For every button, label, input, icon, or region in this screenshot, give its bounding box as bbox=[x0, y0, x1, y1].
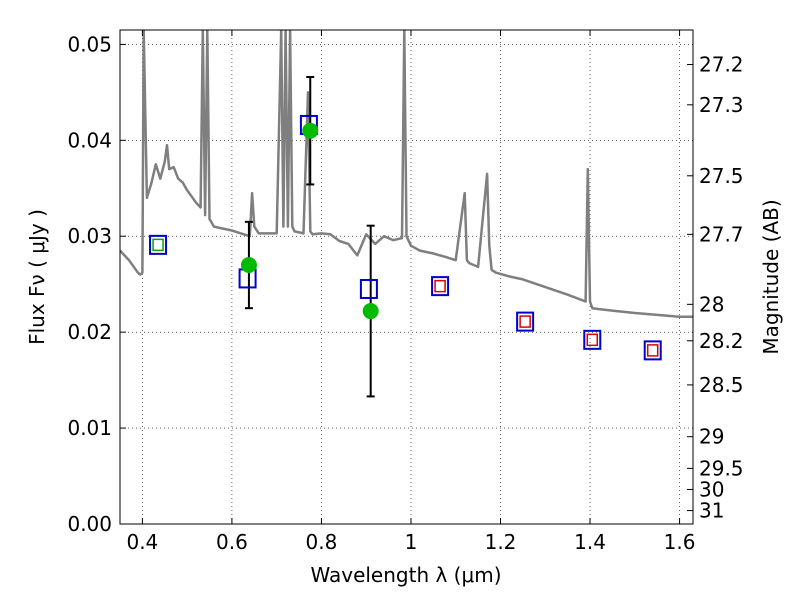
y2-tick-label: 27.2 bbox=[699, 53, 744, 77]
y-tick-label: 0.05 bbox=[67, 32, 112, 56]
y-tick-label: 0.04 bbox=[67, 128, 112, 152]
y-axis-label: Flux Fν ( μJy ) bbox=[25, 209, 49, 345]
limit-box bbox=[586, 333, 599, 347]
x-tick-label: 1.2 bbox=[485, 530, 517, 554]
y2-tick-label: 28.2 bbox=[699, 329, 744, 353]
y-tick-label: 0.00 bbox=[67, 512, 112, 536]
y2-tick-label: 29 bbox=[699, 425, 724, 449]
y2-tick-label: 30 bbox=[699, 477, 724, 501]
limit-box bbox=[519, 315, 531, 328]
y-tick-label: 0.03 bbox=[67, 224, 112, 248]
model-box bbox=[516, 311, 535, 332]
model-box bbox=[359, 278, 378, 299]
x-tick-label: 1 bbox=[405, 530, 418, 554]
plot-area bbox=[120, 30, 693, 398]
x-tick-label: 1.6 bbox=[664, 530, 696, 554]
y2-tick-label: 28.5 bbox=[699, 373, 744, 397]
plot-frame bbox=[119, 29, 694, 525]
x-axis-label: Wavelength λ (μm) bbox=[310, 563, 501, 587]
x-tick-label: 0.8 bbox=[306, 530, 338, 554]
model-box bbox=[643, 340, 662, 361]
measured-point bbox=[240, 257, 257, 274]
y2-tick-label: 29.5 bbox=[699, 456, 744, 480]
green-box bbox=[152, 238, 164, 252]
ticks: 0.4 0.6 0.8 1 1.2 1.4 1.6 0.00 0.01 0.02 0.03 0.04 0… bbox=[67, 30, 744, 554]
limit-box bbox=[434, 279, 446, 293]
measured-point bbox=[362, 303, 379, 320]
model-spectrum-line bbox=[120, 30, 693, 319]
x-tick-label: 1.4 bbox=[574, 530, 606, 554]
limit-box bbox=[646, 344, 659, 357]
y2-tick-label: 27.5 bbox=[699, 164, 744, 188]
y2-axis-label: Magnitude (AB) bbox=[759, 199, 783, 354]
y-tick-label: 0.02 bbox=[67, 320, 112, 344]
x-tick-label: 0.4 bbox=[126, 530, 158, 554]
model-box bbox=[149, 234, 168, 255]
y2-tick-label: 27.7 bbox=[699, 222, 744, 246]
model-boxes bbox=[149, 114, 662, 361]
measured-point bbox=[302, 122, 319, 139]
y2-tick-label: 28 bbox=[699, 292, 724, 316]
measured-points bbox=[240, 122, 379, 320]
plot-background bbox=[120, 30, 693, 524]
y2-tick-label: 31 bbox=[699, 499, 724, 523]
model-box bbox=[431, 276, 450, 297]
model-box bbox=[583, 329, 602, 350]
y-tick-label: 0.01 bbox=[67, 416, 112, 440]
y2-tick-label: 27.3 bbox=[699, 93, 744, 117]
x-tick-label: 0.6 bbox=[216, 530, 248, 554]
